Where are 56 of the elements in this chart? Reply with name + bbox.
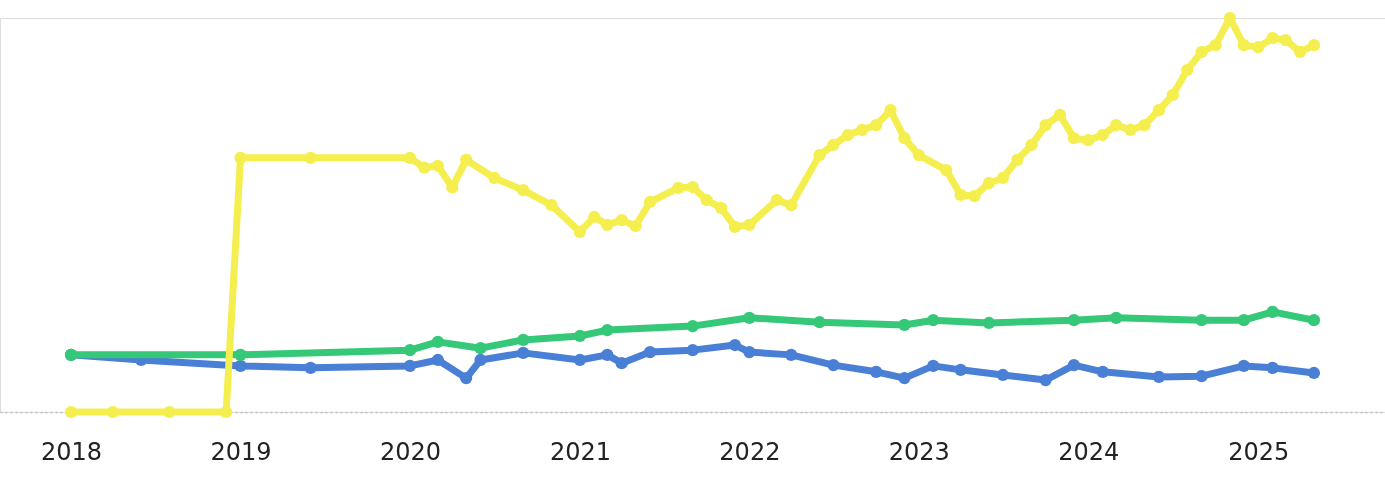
point (927, 314, 940, 327)
x-tick-label: 2021 (549, 437, 611, 466)
point (743, 311, 756, 324)
point (1237, 314, 1250, 327)
point (1307, 366, 1321, 380)
point (927, 359, 940, 373)
point (996, 368, 1010, 382)
x-tick-label: 2022 (719, 437, 781, 466)
x-tick-label: 2018 (41, 437, 103, 466)
point (954, 363, 967, 376)
point (785, 348, 798, 361)
point (1266, 305, 1279, 319)
point (304, 361, 317, 374)
x-tick-label: 2025 (1228, 437, 1290, 466)
point (982, 316, 996, 330)
point (1307, 314, 1321, 327)
point (474, 353, 487, 367)
point (573, 329, 587, 343)
point (1152, 370, 1166, 384)
x-tick-label: 2019 (210, 437, 272, 466)
point (1067, 359, 1081, 372)
point (870, 365, 883, 378)
point (403, 359, 417, 373)
x-tick-label: 2024 (1058, 437, 1120, 466)
point (728, 338, 742, 352)
point (615, 357, 628, 370)
point (686, 320, 699, 333)
point (474, 342, 487, 355)
point (1266, 361, 1279, 374)
point (827, 359, 840, 372)
x-tick-label: 2020 (379, 437, 442, 466)
point (813, 316, 826, 329)
point (1237, 359, 1250, 373)
point (1067, 314, 1081, 327)
point (431, 335, 444, 348)
point (460, 372, 473, 385)
point (1195, 370, 1208, 383)
point (403, 344, 417, 357)
point (1110, 311, 1123, 324)
point (517, 346, 530, 360)
point (643, 346, 657, 359)
point (601, 323, 614, 337)
x-tick-label: 2023 (888, 437, 950, 466)
point (431, 353, 444, 367)
point (573, 353, 587, 367)
point (601, 348, 614, 361)
point (1096, 365, 1109, 378)
point (898, 318, 911, 332)
point (743, 346, 756, 359)
point (517, 333, 530, 347)
point (1195, 314, 1208, 327)
point (1039, 373, 1052, 387)
point (234, 348, 247, 361)
point (234, 359, 247, 373)
point (898, 372, 911, 385)
point (686, 344, 699, 357)
